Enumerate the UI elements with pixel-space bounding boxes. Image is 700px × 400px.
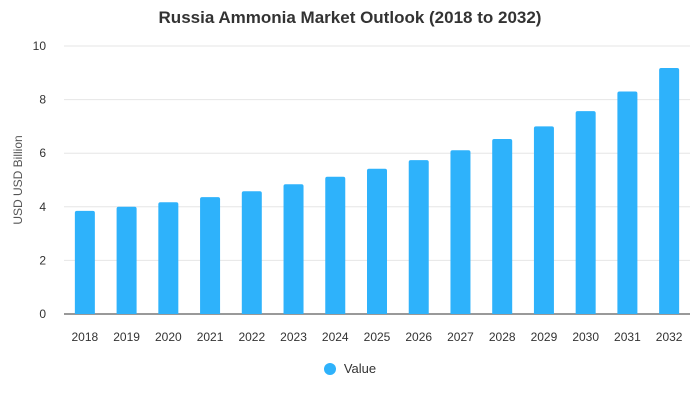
y-axis-title: USD USD Billion (11, 135, 25, 224)
bar-2030 (575, 111, 596, 315)
y-tick-label: 4 (39, 200, 46, 214)
legend-swatch (323, 362, 336, 375)
y-tick-label: 2 (39, 253, 46, 267)
x-tick-label: 2032 (656, 330, 683, 344)
bar-2026 (408, 160, 429, 314)
bar-2029 (533, 126, 554, 315)
bar-2028 (492, 138, 513, 314)
x-tick-label: 2030 (572, 330, 599, 344)
y-tick-label: 6 (39, 146, 46, 160)
x-tick-label: 2018 (72, 330, 99, 344)
y-tick-label: 0 (39, 307, 46, 321)
bar-2024 (325, 176, 346, 314)
bar-2018 (74, 210, 95, 314)
legend[interactable]: Value (0, 361, 700, 376)
y-tick-label: 8 (39, 93, 46, 107)
x-tick-label: 2023 (280, 330, 307, 344)
x-tick-label: 2025 (364, 330, 391, 344)
bar-2025 (367, 168, 387, 314)
bar-2031 (617, 91, 638, 314)
y-tick-label: 10 (33, 39, 47, 53)
x-tick-label: 2024 (322, 330, 349, 344)
x-tick-label: 2031 (614, 330, 641, 344)
x-tick-label: 2019 (113, 330, 140, 344)
x-tick-label: 2029 (531, 330, 558, 344)
x-tick-label: 2026 (405, 330, 432, 344)
bar-2021 (200, 197, 221, 314)
legend-label: Value (343, 361, 377, 376)
x-tick-label: 2022 (238, 330, 265, 344)
bar-2019 (116, 206, 137, 314)
bar-2020 (158, 202, 179, 314)
bar-2022 (241, 191, 262, 314)
x-tick-label: 2028 (489, 330, 516, 344)
chart-title: Russia Ammonia Market Outlook (2018 to 2… (158, 8, 542, 27)
x-tick-label: 2020 (155, 330, 182, 344)
bar-2027 (450, 150, 471, 314)
bar-2032 (659, 67, 680, 314)
x-tick-label: 2021 (197, 330, 224, 344)
x-tick-label: 2027 (447, 330, 474, 344)
bar-2023 (283, 184, 304, 314)
